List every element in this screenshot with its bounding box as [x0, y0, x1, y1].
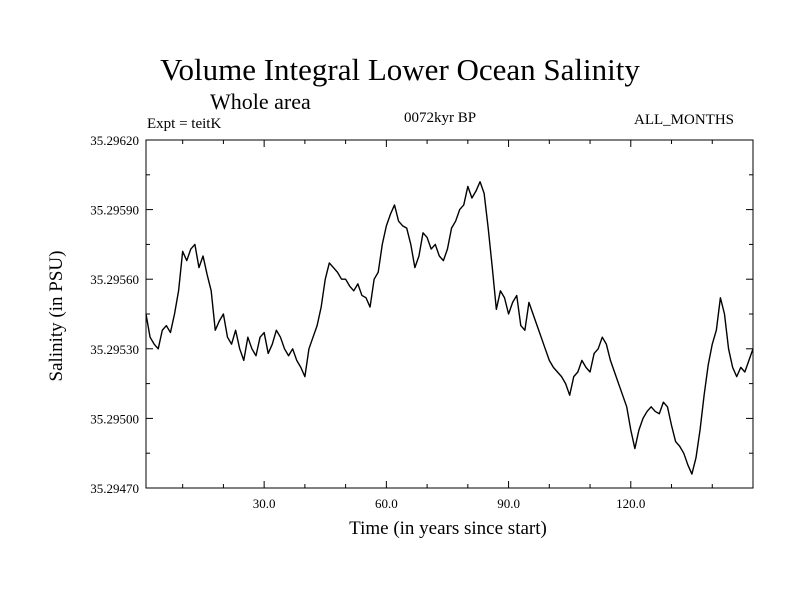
y-tick-label: 35.29530 [90, 342, 139, 357]
y-axis-label: Salinity (in PSU) [46, 251, 67, 382]
chart-subtitle: Whole area [210, 89, 311, 114]
chart-title: Volume Integral Lower Ocean Salinity [160, 52, 640, 87]
period-label: 0072kyr BP [404, 110, 477, 126]
x-axis-label: Time (in years since start) [349, 518, 547, 539]
y-tick-label: 35.29620 [90, 133, 139, 148]
x-tick-label: 60.0 [375, 496, 398, 511]
y-tick-label: 35.29500 [90, 411, 139, 426]
experiment-label: Expt = teitK [147, 116, 222, 132]
axis-ticks [146, 139, 754, 489]
y-tick-label: 35.29560 [90, 272, 139, 287]
y-tick-label: 35.29470 [90, 481, 139, 496]
plot-frame [145, 139, 754, 489]
y-tick-label: 35.29590 [90, 203, 139, 218]
x-tick-label: 30.0 [253, 496, 276, 511]
axis-tick-labels: 30.0 60.0 90.0 120.0 35.29470 35.29500 35.2953… [90, 133, 645, 511]
x-tick-label: 90.0 [497, 496, 520, 511]
x-tick-label: 120.0 [616, 496, 645, 511]
months-label: ALL_MONTHS [634, 112, 734, 128]
salinity-series-line [145, 181, 754, 475]
